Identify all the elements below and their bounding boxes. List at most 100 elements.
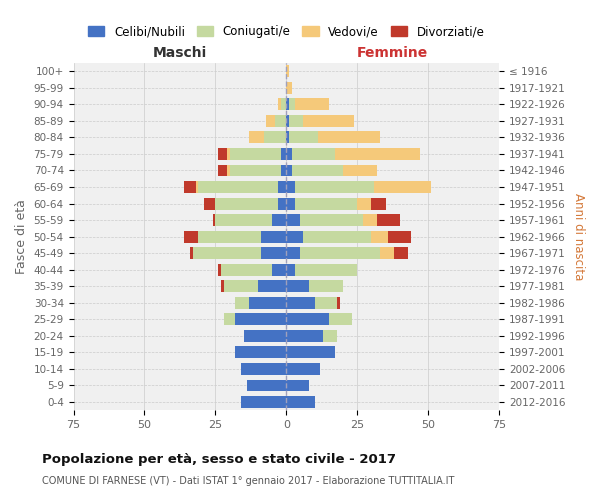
Text: Femmine: Femmine <box>357 46 428 60</box>
Bar <box>235 297 250 308</box>
Bar <box>388 230 411 242</box>
Bar <box>221 264 272 276</box>
Bar <box>371 230 388 242</box>
Bar <box>218 164 227 176</box>
Bar <box>190 247 193 259</box>
Bar <box>292 148 335 160</box>
Bar <box>199 181 278 193</box>
Bar <box>286 98 289 110</box>
Text: Maschi: Maschi <box>153 46 207 60</box>
Bar <box>301 247 380 259</box>
Bar <box>337 297 340 308</box>
Bar <box>281 98 286 110</box>
Bar <box>286 181 295 193</box>
Bar <box>286 164 292 176</box>
Bar <box>343 164 377 176</box>
Bar <box>278 98 281 110</box>
Bar <box>218 148 227 160</box>
Bar <box>258 280 286 292</box>
Bar <box>289 132 317 143</box>
Bar <box>286 380 309 392</box>
Bar <box>286 66 289 77</box>
Bar <box>218 264 221 276</box>
Bar <box>250 297 286 308</box>
Bar <box>289 115 304 127</box>
Bar <box>374 181 431 193</box>
Text: COMUNE DI FARNESE (VT) - Dati ISTAT 1° gennaio 2017 - Elaborazione TUTTITALIA.IT: COMUNE DI FARNESE (VT) - Dati ISTAT 1° g… <box>42 476 454 486</box>
Bar <box>235 314 286 326</box>
Bar <box>286 363 320 375</box>
Bar <box>286 280 309 292</box>
Bar <box>380 247 394 259</box>
Y-axis label: Fasce di età: Fasce di età <box>15 199 28 274</box>
Bar <box>295 198 357 209</box>
Bar <box>304 230 371 242</box>
Bar <box>286 297 314 308</box>
Bar <box>204 198 215 209</box>
Bar <box>309 280 343 292</box>
Bar <box>286 230 304 242</box>
Bar <box>212 214 215 226</box>
Bar <box>272 214 286 226</box>
Bar <box>286 396 314 408</box>
Bar <box>394 247 408 259</box>
Bar <box>278 198 286 209</box>
Bar <box>286 115 289 127</box>
Bar <box>241 396 286 408</box>
Bar <box>266 115 275 127</box>
Y-axis label: Anni di nascita: Anni di nascita <box>572 193 585 280</box>
Bar <box>317 132 380 143</box>
Text: Popolazione per età, sesso e stato civile - 2017: Popolazione per età, sesso e stato civil… <box>42 452 396 466</box>
Bar <box>241 363 286 375</box>
Bar <box>244 330 286 342</box>
Bar <box>295 98 329 110</box>
Bar <box>227 148 230 160</box>
Bar <box>227 164 230 176</box>
Bar <box>286 264 295 276</box>
Bar <box>357 198 371 209</box>
Bar <box>286 314 329 326</box>
Bar <box>286 132 289 143</box>
Bar <box>286 214 301 226</box>
Bar <box>286 148 292 160</box>
Bar <box>292 164 343 176</box>
Bar <box>377 214 400 226</box>
Bar <box>250 132 263 143</box>
Bar <box>286 82 292 94</box>
Bar <box>230 164 281 176</box>
Bar <box>289 98 295 110</box>
Bar <box>184 230 199 242</box>
Bar <box>196 181 199 193</box>
Bar <box>263 132 286 143</box>
Bar <box>247 380 286 392</box>
Bar <box>286 247 301 259</box>
Bar <box>335 148 419 160</box>
Bar <box>275 115 286 127</box>
Bar <box>230 148 281 160</box>
Bar <box>235 346 286 358</box>
Bar <box>261 230 286 242</box>
Bar <box>363 214 377 226</box>
Bar <box>221 280 224 292</box>
Bar <box>314 297 337 308</box>
Bar <box>272 264 286 276</box>
Bar <box>278 181 286 193</box>
Bar <box>281 164 286 176</box>
Bar <box>295 181 374 193</box>
Bar <box>193 247 261 259</box>
Bar <box>371 198 386 209</box>
Bar <box>286 330 323 342</box>
Bar <box>224 314 235 326</box>
Bar <box>281 148 286 160</box>
Bar <box>329 314 352 326</box>
Bar <box>286 346 335 358</box>
Bar <box>295 264 357 276</box>
Bar <box>286 198 295 209</box>
Bar <box>215 198 278 209</box>
Legend: Celibi/Nubili, Coniugati/e, Vedovi/e, Divorziati/e: Celibi/Nubili, Coniugati/e, Vedovi/e, Di… <box>83 20 490 42</box>
Bar <box>224 280 258 292</box>
Bar <box>184 181 196 193</box>
Bar <box>304 115 355 127</box>
Bar <box>199 230 261 242</box>
Bar <box>215 214 272 226</box>
